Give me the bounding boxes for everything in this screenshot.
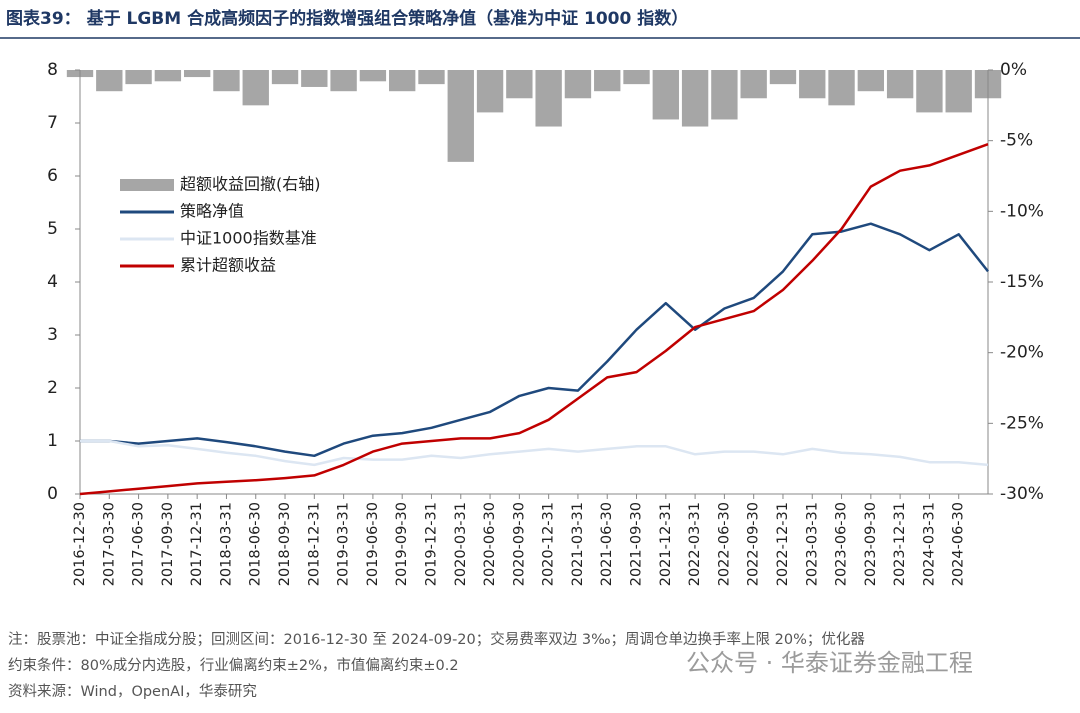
drawdown-bar [183,70,211,78]
drawdown-bar [711,70,738,120]
x-tick-label: 2017-09-30 [160,502,176,586]
chart-title: 图表39： 基于 LGBM 合成高频因子的指数增强组合策略净值（基准为中证 10… [6,8,688,29]
drawdown-bar [945,70,972,113]
x-tick-label: 2020-09-30 [511,502,527,586]
source: 资料来源：Wind，OpenAI，华泰研究 [8,683,257,700]
x-tick-label: 2020-03-31 [453,502,469,586]
x-tick-label: 2021-12-31 [658,502,674,586]
series-line [79,143,989,496]
drawdown-bar [857,70,885,92]
drawdown-bar [535,70,562,127]
drawdown-bar [681,70,709,127]
drawdown-bar [154,70,182,82]
drawdown-bar [476,70,504,113]
y-tick-label: 2 [47,378,58,398]
drawdown-bar [916,70,943,113]
drawdown-bar [125,70,152,85]
y2-tick-label: -10% [1000,201,1044,221]
legend-label: 超额收益回撤(右轴) [180,175,321,194]
drawdown-bar [418,70,445,85]
y2-tick-label: -5% [1000,131,1033,151]
y2-tick-label: -30% [1000,484,1044,504]
y-tick-label: 8 [47,60,58,80]
drawdown-bar [389,70,416,92]
x-tick-label: 2022-06-30 [716,502,732,586]
legend-swatch [120,179,174,191]
y-tick-label: 0 [47,484,58,504]
drawdown-bar [506,70,533,99]
x-tick-label: 2022-12-31 [775,502,791,586]
x-tick-label: 2019-03-31 [336,502,352,586]
x-tick-label: 2018-06-30 [248,502,264,586]
drawdown-bar [652,70,679,120]
drawdown-bar [330,70,357,92]
y2-tick-label: 0% [1000,60,1027,80]
x-tick-label: 2019-09-30 [394,502,410,586]
note: 注：股票池：中证全指成分股；回测区间：2016-12-30 至 2024-09-… [8,630,865,648]
drawdown-bar [623,70,650,85]
drawdown-bar [799,70,826,99]
x-tick-label: 2017-12-31 [189,502,205,586]
x-tick-label: 2021-09-30 [629,502,645,586]
drawdown-bar [564,70,592,99]
x-tick-label: 2018-12-31 [306,502,322,586]
drawdown-bar [447,70,474,162]
legend-label: 策略净值 [180,202,244,221]
x-tick-label: 2022-03-31 [687,502,703,586]
x-tick-label: 2018-03-31 [218,502,234,586]
note: 约束条件：80%成分内选股，行业偏离约束±2%，市值偏离约束±0.2 [8,657,459,674]
y-tick-label: 4 [47,272,58,292]
x-tick-label: 2023-06-30 [834,502,850,586]
x-tick-label: 2019-12-31 [423,502,439,586]
y2-tick-label: -25% [1000,413,1044,433]
x-tick-label: 2021-06-30 [599,502,615,586]
x-tick-label: 2020-12-31 [541,502,557,586]
drawdown-bar [213,70,240,92]
y-tick-label: 3 [47,325,58,345]
x-tick-label: 2021-03-31 [570,502,586,586]
drawdown-bar [242,70,269,106]
x-tick-label: 2023-09-30 [863,502,879,586]
series-line [80,439,989,467]
drawdown-bar [886,70,914,99]
y-tick-label: 6 [47,166,58,186]
y2-tick-label: -20% [1000,343,1044,363]
drawdown-bar [740,70,767,99]
y-tick-label: 1 [47,431,58,451]
x-tick-label: 2023-12-31 [892,502,908,586]
drawdown-bar [769,70,797,85]
x-tick-label: 2023-03-31 [804,502,820,586]
x-tick-label: 2024-06-30 [951,502,967,586]
y2-tick-label: -15% [1000,272,1044,292]
x-tick-label: 2019-06-30 [365,502,381,586]
watermark: 公众号 · 华泰证券金融工程 [686,649,973,677]
drawdown-bar [359,70,387,82]
drawdown-bar [96,70,123,92]
legend-label: 中证1000指数基准 [180,229,317,248]
x-tick-label: 2024-03-31 [921,502,937,586]
x-tick-label: 2017-03-30 [101,502,117,586]
y-tick-label: 5 [47,219,58,239]
x-tick-label: 2017-06-30 [131,502,147,586]
x-tick-label: 2016-12-30 [72,502,88,586]
x-tick-label: 2018-09-30 [277,502,293,586]
series-line [80,222,989,458]
y-tick-label: 7 [47,113,58,133]
legend-label: 累计超额收益 [180,256,276,275]
drawdown-bar [828,70,855,106]
x-tick-label: 2022-09-30 [746,502,762,586]
drawdown-bar [271,70,299,85]
drawdown-bar [594,70,621,92]
drawdown-bar [301,70,328,87]
x-tick-label: 2020-06-30 [482,502,498,586]
